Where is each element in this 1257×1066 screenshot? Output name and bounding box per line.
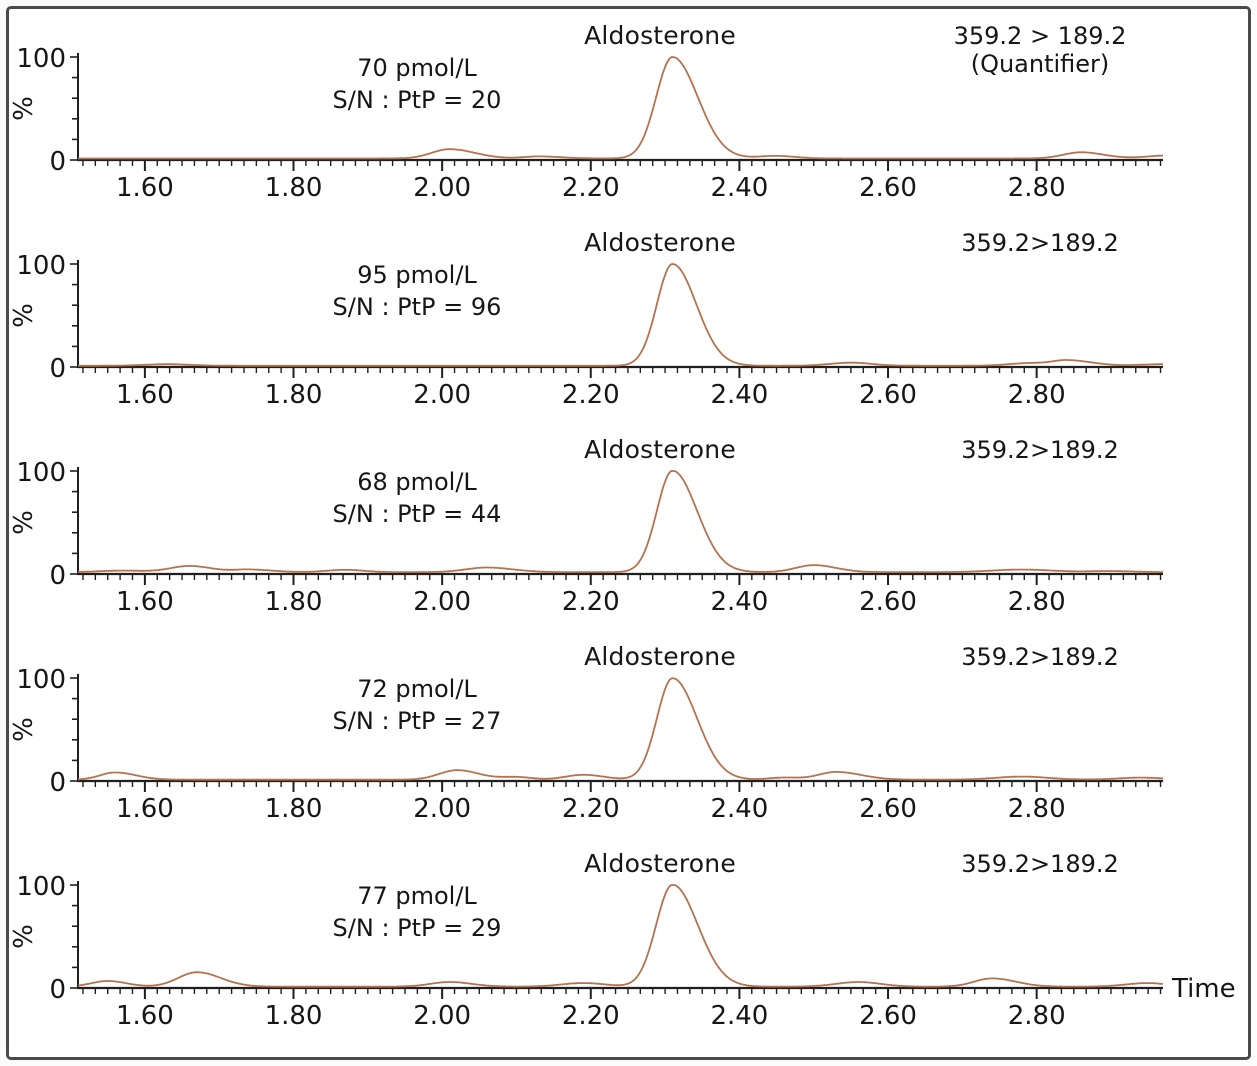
transition-value: 359.2>189.2 <box>961 850 1119 878</box>
analyte-label: Aldosterone <box>584 849 736 878</box>
chromatogram-panel-4: 100 0 1.60 1.80 2.00 2.20 2.40 2.60 2.80% Aldost… <box>0 631 1257 838</box>
annotation-block: 70 pmol/L S/N : PtP = 20 <box>262 52 572 116</box>
svg-text:1.80: 1.80 <box>265 1001 323 1031</box>
svg-text:1.60: 1.60 <box>116 380 174 410</box>
svg-text:2.60: 2.60 <box>859 587 917 617</box>
annotation-block: 77 pmol/L S/N : PtP = 29 <box>262 880 572 944</box>
annotation-block: 68 pmol/L S/N : PtP = 44 <box>262 466 572 530</box>
svg-text:2.80: 2.80 <box>1008 587 1066 617</box>
transition-label: 359.2 > 189.2 (Quantifier) <box>880 22 1200 78</box>
svg-text:0: 0 <box>49 354 66 384</box>
transition-value: 359.2 > 189.2 <box>953 22 1127 50</box>
svg-text:2.20: 2.20 <box>562 794 620 824</box>
chromatogram-plot: 100 0 1.60 1.80 2.00 2.20 2.40 2.60 2.80% Time <box>9 872 1236 1031</box>
svg-text:1.80: 1.80 <box>265 794 323 824</box>
svg-text:1.60: 1.60 <box>116 1001 174 1031</box>
figure-border: 100 0 1.60 1.80 2.00 2.20 2.40 2.60 2.80% Aldost… <box>6 6 1251 1060</box>
svg-text:2.00: 2.00 <box>413 1001 471 1031</box>
transition-label: 359.2>189.2 <box>880 229 1200 257</box>
svg-text:1.80: 1.80 <box>265 380 323 410</box>
chromatogram-plot: 100 0 1.60 1.80 2.00 2.20 2.40 2.60 2.80% <box>9 665 1164 824</box>
concentration-label: 72 pmol/L <box>357 675 477 703</box>
svg-text:2.60: 2.60 <box>859 380 917 410</box>
svg-text:2.40: 2.40 <box>710 1001 768 1031</box>
svg-text:2.20: 2.20 <box>562 1001 620 1031</box>
chromatogram-panel-5: 100 0 1.60 1.80 2.00 2.20 2.40 2.60 2.80% Time Al… <box>0 838 1257 1045</box>
svg-text:2.80: 2.80 <box>1008 380 1066 410</box>
svg-text:%: % <box>9 510 39 535</box>
panels-container: 100 0 1.60 1.80 2.00 2.20 2.40 2.60 2.80% Aldost… <box>0 7 1257 1045</box>
quantifier-note: (Quantifier) <box>970 50 1110 78</box>
annotation-block: 72 pmol/L S/N : PtP = 27 <box>262 673 572 737</box>
svg-text:100: 100 <box>16 44 66 74</box>
concentration-label: 70 pmol/L <box>357 54 477 82</box>
svg-text:2.00: 2.00 <box>413 380 471 410</box>
svg-text:2.40: 2.40 <box>710 380 768 410</box>
analyte-label: Aldosterone <box>584 228 736 257</box>
transition-value: 359.2>189.2 <box>961 643 1119 671</box>
concentration-label: 77 pmol/L <box>357 882 477 910</box>
svg-text:%: % <box>9 96 39 121</box>
chromatogram-plot: 100 0 1.60 1.80 2.00 2.20 2.40 2.60 2.80% <box>9 458 1163 617</box>
svg-text:2.00: 2.00 <box>413 587 471 617</box>
transition-label: 359.2>189.2 <box>880 850 1200 878</box>
svg-text:1.80: 1.80 <box>265 173 323 203</box>
svg-text:2.60: 2.60 <box>859 1001 917 1031</box>
transition-value: 359.2>189.2 <box>961 436 1119 464</box>
svg-text:2.60: 2.60 <box>859 173 917 203</box>
chromatogram-panel-2: 100 0 1.60 1.80 2.00 2.20 2.40 2.60 2.80% Aldost… <box>0 217 1257 424</box>
analyte-label: Aldosterone <box>584 435 736 464</box>
svg-text:2.00: 2.00 <box>413 173 471 203</box>
svg-text:1.60: 1.60 <box>116 173 174 203</box>
svg-text:100: 100 <box>16 251 66 281</box>
svg-text:2.40: 2.40 <box>710 587 768 617</box>
svg-text:100: 100 <box>16 665 66 695</box>
transition-label: 359.2>189.2 <box>880 643 1200 671</box>
chromatogram-panel-3: 100 0 1.60 1.80 2.00 2.20 2.40 2.60 2.80% Aldost… <box>0 424 1257 631</box>
svg-text:2.20: 2.20 <box>562 587 620 617</box>
svg-text:0: 0 <box>49 975 66 1005</box>
svg-text:2.80: 2.80 <box>1008 1001 1066 1031</box>
svg-text:1.60: 1.60 <box>116 794 174 824</box>
sn-ratio-label: S/N : PtP = 44 <box>332 500 502 528</box>
concentration-label: 68 pmol/L <box>357 468 477 496</box>
chromatogram-plot: 100 0 1.60 1.80 2.00 2.20 2.40 2.60 2.80% <box>9 44 1164 203</box>
svg-text:%: % <box>9 717 39 742</box>
svg-text:2.20: 2.20 <box>562 380 620 410</box>
svg-text:Time: Time <box>1171 974 1236 1004</box>
sn-ratio-label: S/N : PtP = 96 <box>332 293 502 321</box>
svg-text:100: 100 <box>16 458 66 488</box>
svg-text:2.40: 2.40 <box>710 794 768 824</box>
chromatogram-plot: 100 0 1.60 1.80 2.00 2.20 2.40 2.60 2.80% <box>9 251 1163 410</box>
analyte-label: Aldosterone <box>584 642 736 671</box>
svg-text:0: 0 <box>49 561 66 591</box>
sn-ratio-label: S/N : PtP = 27 <box>332 707 502 735</box>
svg-text:%: % <box>9 924 39 949</box>
svg-text:%: % <box>9 303 39 328</box>
svg-text:2.80: 2.80 <box>1008 794 1066 824</box>
sn-ratio-label: S/N : PtP = 29 <box>332 914 502 942</box>
chromatogram-panel-1: 100 0 1.60 1.80 2.00 2.20 2.40 2.60 2.80% Aldost… <box>0 10 1257 217</box>
svg-text:2.40: 2.40 <box>710 173 768 203</box>
concentration-label: 95 pmol/L <box>357 261 477 289</box>
svg-text:2.60: 2.60 <box>859 794 917 824</box>
transition-value: 359.2>189.2 <box>961 229 1119 257</box>
svg-text:0: 0 <box>49 147 66 177</box>
svg-text:0: 0 <box>49 768 66 798</box>
svg-text:100: 100 <box>16 872 66 902</box>
svg-text:1.80: 1.80 <box>265 587 323 617</box>
transition-label: 359.2>189.2 <box>880 436 1200 464</box>
svg-text:2.00: 2.00 <box>413 794 471 824</box>
sn-ratio-label: S/N : PtP = 20 <box>332 86 502 114</box>
annotation-block: 95 pmol/L S/N : PtP = 96 <box>262 259 572 323</box>
svg-text:2.20: 2.20 <box>562 173 620 203</box>
svg-text:1.60: 1.60 <box>116 587 174 617</box>
svg-text:2.80: 2.80 <box>1008 173 1066 203</box>
analyte-label: Aldosterone <box>584 21 736 50</box>
